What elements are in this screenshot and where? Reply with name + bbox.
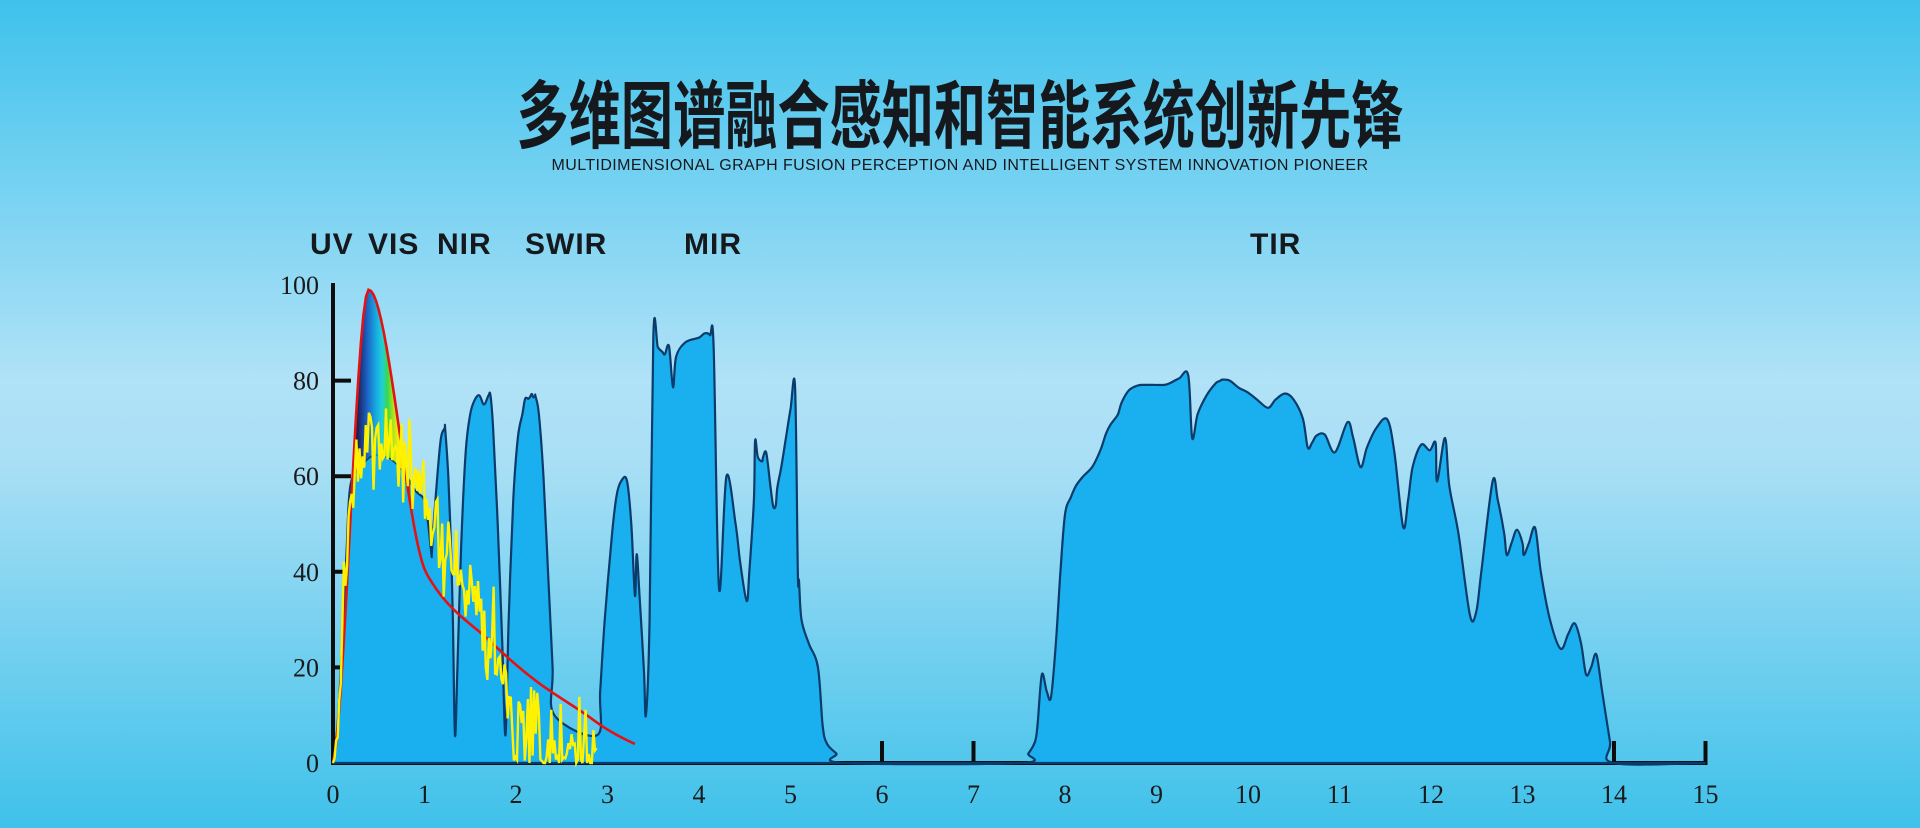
svg-text:11: 11 — [1327, 780, 1352, 809]
svg-text:0: 0 — [306, 749, 319, 778]
svg-text:6: 6 — [876, 780, 889, 809]
svg-text:100: 100 — [280, 271, 319, 300]
svg-text:0: 0 — [327, 780, 340, 809]
svg-text:8: 8 — [1059, 780, 1072, 809]
svg-text:13: 13 — [1510, 780, 1536, 809]
svg-text:10: 10 — [1235, 780, 1261, 809]
svg-text:7: 7 — [967, 780, 980, 809]
svg-text:20: 20 — [293, 653, 319, 682]
svg-text:14: 14 — [1601, 780, 1627, 809]
svg-text:40: 40 — [293, 558, 319, 587]
svg-text:12: 12 — [1418, 780, 1444, 809]
svg-text:9: 9 — [1150, 780, 1163, 809]
svg-text:5: 5 — [784, 780, 797, 809]
svg-text:15: 15 — [1693, 780, 1719, 809]
svg-text:60: 60 — [293, 462, 319, 491]
svg-text:3: 3 — [601, 780, 614, 809]
svg-text:1: 1 — [418, 780, 431, 809]
svg-text:2: 2 — [510, 780, 523, 809]
svg-text:4: 4 — [693, 780, 706, 809]
svg-text:80: 80 — [293, 367, 319, 396]
